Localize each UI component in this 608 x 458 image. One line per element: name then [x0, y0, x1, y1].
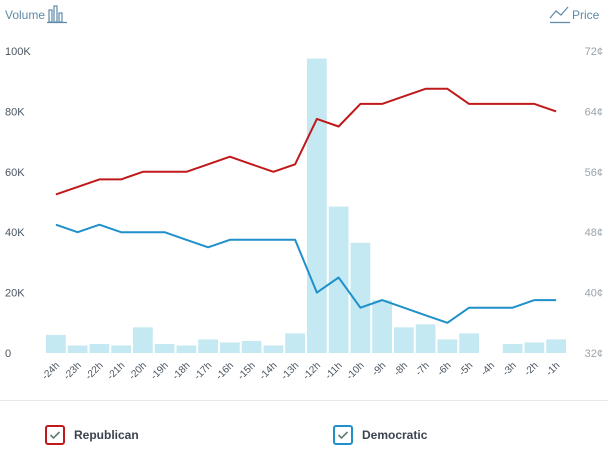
x-axis-tick-label: -22h	[84, 360, 106, 382]
x-axis-tick-label: -15h	[236, 360, 258, 382]
line-chart-icon[interactable]	[549, 6, 570, 24]
right-axis-tick-label: 48¢	[585, 227, 603, 239]
volume-bar[interactable]	[111, 345, 131, 353]
x-axis-tick-label: -11h	[323, 360, 344, 381]
series-line-democratic[interactable]	[55, 223, 557, 324]
x-axis-tick-label: -5h	[457, 360, 475, 378]
x-axis-tick-label: -8h	[392, 360, 410, 378]
legend-item-republican[interactable]: Republican	[45, 425, 139, 445]
volume-bar[interactable]	[198, 339, 218, 353]
x-axis-tick-label: -23h	[62, 360, 84, 382]
right-axis-tick-label: 56¢	[585, 167, 603, 179]
volume-bar[interactable]	[220, 342, 240, 353]
volume-bar[interactable]	[502, 343, 523, 353]
x-axis-tick-label: -24h	[40, 360, 62, 382]
left-axis-tick-label: 60K	[5, 167, 25, 179]
chart: Volume Price 0 20K 40K 60K 80K 100K 32¢ 40¢ 48¢…	[5, 5, 603, 382]
volume-bar[interactable]	[133, 327, 153, 353]
volume-bar[interactable]	[285, 333, 305, 353]
right-axis-tick-label: 32¢	[585, 348, 603, 360]
right-axis-tick-label: 72¢	[585, 46, 603, 58]
volume-bar[interactable]	[89, 343, 110, 353]
legend-item-democratic[interactable]: Democratic	[333, 425, 427, 445]
volume-bar[interactable]	[263, 345, 284, 353]
left-axis-tick-label: 80K	[5, 106, 25, 118]
x-axis-tick-label: -7h	[414, 360, 432, 378]
x-axis-tick-label: -18h	[171, 360, 193, 382]
left-axis-tick-label: 40K	[5, 227, 25, 239]
volume-bar[interactable]	[350, 242, 371, 353]
check-icon	[49, 431, 61, 440]
x-axis-tick-label: -19h	[149, 360, 171, 382]
x-axis-tick-label: -1h	[544, 360, 562, 378]
volume-bar[interactable]	[46, 334, 66, 353]
legend: Republican Democratic	[0, 400, 608, 458]
republican-checkbox[interactable]	[45, 425, 65, 445]
x-axis-tick-label: -12h	[301, 360, 323, 382]
left-axis-tick-label: 20K	[5, 288, 25, 300]
x-axis-tick-label: -3h	[501, 360, 519, 378]
volume-bar[interactable]	[67, 345, 88, 353]
x-axis-tick-label: -20h	[127, 360, 149, 382]
bar-chart-icon[interactable]	[47, 5, 67, 24]
volume-bar[interactable]	[546, 339, 566, 353]
volume-bar[interactable]	[307, 58, 327, 354]
x-axis-tick-label: -6h	[435, 360, 453, 378]
volume-bar[interactable]	[394, 327, 414, 353]
legend-label-democratic: Democratic	[362, 428, 428, 442]
volume-bar[interactable]	[372, 300, 392, 353]
volume-bar[interactable]	[415, 324, 436, 353]
legend-label-republican: Republican	[74, 428, 139, 442]
volume-bar[interactable]	[459, 333, 479, 353]
x-axis-tick-label: -16h	[214, 360, 236, 382]
price-axis-title: Price	[572, 8, 600, 22]
x-axis-tick-label: -14h	[258, 360, 280, 382]
volume-bar[interactable]	[154, 343, 175, 353]
x-axis-tick-label: -21h	[105, 360, 127, 382]
volume-bar[interactable]	[176, 345, 197, 353]
x-axis-tick-label: -17h	[192, 360, 214, 382]
right-axis-tick-label: 64¢	[585, 106, 603, 118]
volume-bar[interactable]	[241, 340, 262, 353]
left-axis-tick-label: 0	[5, 348, 11, 360]
x-axis-tick-label: -9h	[370, 360, 388, 378]
right-axis-tick-label: 40¢	[585, 288, 603, 300]
left-axis-tick-label: 100K	[5, 46, 31, 58]
volume-axis-title: Volume	[5, 8, 45, 22]
check-icon	[337, 431, 349, 440]
x-axis-tick-label: -10h	[345, 360, 367, 382]
x-axis-tick-label: -13h	[279, 360, 301, 382]
volume-bar[interactable]	[437, 339, 458, 353]
volume-bar[interactable]	[524, 342, 545, 353]
x-axis-tick-label: -4h	[479, 360, 497, 378]
series-line-republican[interactable]	[55, 87, 557, 196]
democratic-checkbox[interactable]	[333, 425, 353, 445]
x-axis-tick-label: -2h	[522, 360, 540, 378]
volume-bar[interactable]	[328, 206, 349, 353]
